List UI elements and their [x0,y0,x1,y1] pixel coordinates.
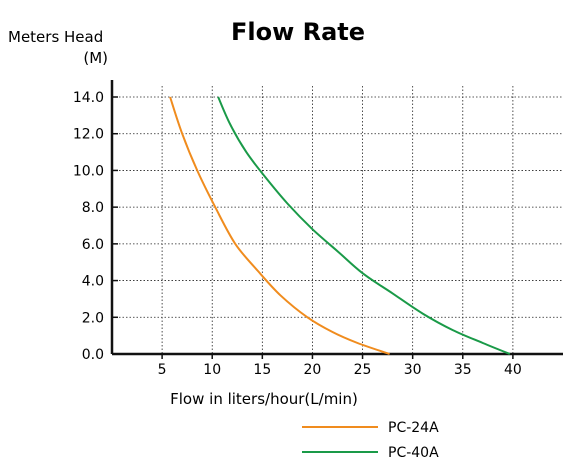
x-axis-label: Flow in liters/hour(L/min) [170,390,358,408]
x-tick-label: 15 [253,362,271,378]
legend-label-pc-40a: PC-40A [388,445,439,461]
legend-label-pc-24a: PC-24A [388,420,439,436]
y-axis-label-line2: (M) [83,49,108,67]
x-tick-label: 25 [354,362,372,378]
tick-labels: 5 10 15 20 25 30 35 40 0.0 2.0 4.0 6.0 8.0 10.0 12.0 14… [73,90,522,378]
y-tick-label: 2.0 [82,310,104,326]
y-tick-label: 4.0 [82,274,104,290]
chart-title: Flow Rate [231,18,365,46]
x-tick-label: 30 [404,362,422,378]
y-axis-label-line1: Meters Head [8,28,103,46]
y-tick-label: 10.0 [73,163,104,179]
x-tick-label: 20 [304,362,322,378]
y-tick-label: 0.0 [82,347,104,363]
x-tick-label: 10 [203,362,221,378]
axes [110,80,563,356]
series-lines [169,96,511,355]
y-tick-label: 6.0 [82,237,104,253]
y-tick-label: 8.0 [82,200,104,216]
y-tick-label: 14.0 [73,90,104,106]
y-tick-label: 12.0 [73,127,104,143]
series-line-pc-40a [217,96,511,355]
x-tick-label: 40 [504,362,522,378]
x-tick-label: 5 [158,362,167,378]
legend: PC-24A PC-40A [302,420,439,461]
x-tick-label: 35 [454,362,472,378]
series-line-pc-24a [169,96,390,355]
